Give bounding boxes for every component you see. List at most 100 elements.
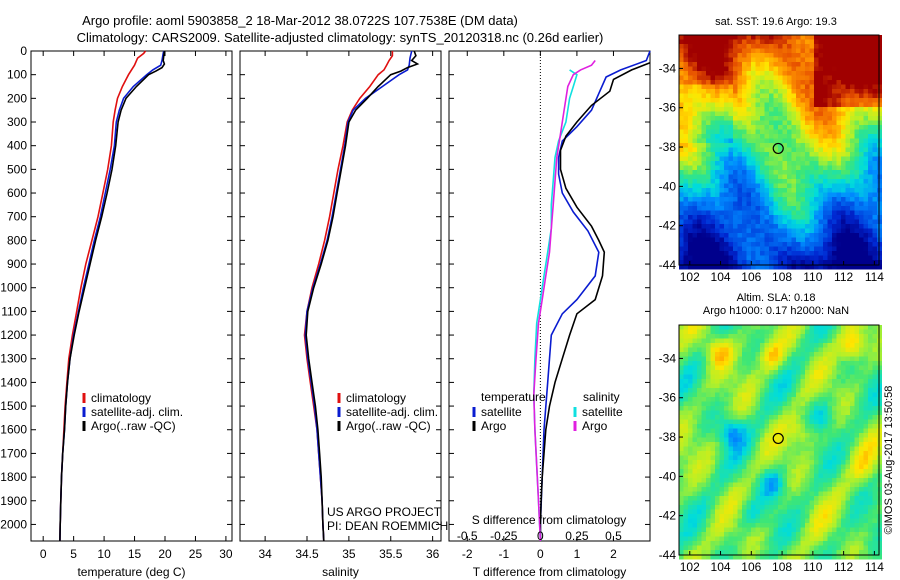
y-tick-label: 1200 [0, 328, 27, 342]
x-tick-label: 5 [70, 547, 77, 561]
x-tick-label: 1 [574, 547, 581, 561]
legend-label: satellite-adj. clim. [91, 405, 183, 419]
map-y-tick-label: -42 [659, 509, 677, 523]
x-axis-label: temperature (deg C) [77, 565, 185, 579]
sst-map-title: sat. SST: 19.6 Argo: 19.3 [715, 16, 837, 28]
x-tick-label: 30 [219, 547, 233, 561]
map-x-tick-label: 112 [834, 270, 853, 284]
legend-label: Argo(..raw -QC) [346, 419, 431, 433]
y-tick-label: 1000 [0, 281, 27, 295]
series-line-satellite [539, 50, 651, 541]
sla-map-title-line2: Argo h1000: 0.17 h2000: NaN [703, 305, 849, 317]
plot-frame [239, 50, 442, 542]
y-tick-label: 1800 [0, 470, 27, 484]
x-tick-label: 2 [610, 547, 617, 561]
s-diff-tick-label: 0 [537, 529, 544, 543]
s-diff-axis-label: S difference from climatology [472, 513, 627, 527]
y-tick-label: 900 [7, 257, 27, 271]
map-y-tick-label: -34 [659, 61, 677, 75]
map-x-tick-label: 106 [741, 560, 761, 574]
map-frame [678, 324, 880, 556]
temperature-panel: 0 5 10 15 20 25 30 temperature (deg C) 0 100 200 30… [0, 44, 233, 579]
legend-label: climatology [91, 391, 151, 405]
salinity-panel: 34 34.5 35 35.5 36 salinity climatologysatelli… [239, 50, 448, 579]
y-tick-label: 500 [7, 162, 27, 176]
y-tick-label: 2000 [0, 517, 27, 531]
legend-title-temperature: temperature [481, 390, 546, 404]
y-tick-label: 1600 [0, 423, 27, 437]
legend-label: climatology [346, 391, 406, 405]
x-tick-label: 15 [128, 547, 142, 561]
x-tick-label: 10 [97, 547, 111, 561]
series-line-argo-raw-qc- [59, 50, 166, 542]
legend-label: satellite-adj. clim. [346, 405, 438, 419]
map-y-tick-label: -44 [659, 548, 677, 562]
argo-position-marker [772, 142, 784, 155]
plot-frame [448, 50, 651, 542]
copyright-label: ©IMOS 03-Aug-2017 13:50:58 [883, 386, 895, 535]
map-x-tick-label: 104 [711, 270, 731, 284]
figure-title-line2: Climatology: CARS2009. Satellite-adjuste… [77, 30, 604, 45]
map-x-tick-label: 114 [865, 560, 884, 574]
map-x-tick-label: 112 [834, 560, 853, 574]
x-tick-label: 35.5 [379, 547, 403, 561]
y-tick-label: 300 [7, 115, 27, 129]
map-x-tick-label: 108 [772, 560, 792, 574]
x-tick-label: 0 [537, 547, 544, 561]
map-x-tick-label: 108 [772, 270, 792, 284]
y-tick-label: 1900 [0, 494, 27, 508]
y-tick-label: 0 [20, 44, 27, 58]
map-x-tick-label: 110 [803, 270, 822, 284]
x-tick-label: 0 [40, 547, 47, 561]
x-tick-label: 25 [189, 547, 203, 561]
map-raster [679, 325, 882, 560]
map-x-tick-label: 102 [680, 560, 700, 574]
legend-label: satellite [481, 405, 522, 419]
y-tick-label: 200 [7, 91, 27, 105]
sst-map-panel: 102 104 106 108 110 112 114 -34 -36 -38 -40 -42 -44 [659, 34, 884, 284]
y-tick-label: 400 [7, 139, 27, 153]
y-tick-label: 1300 [0, 352, 27, 366]
map-y-tick-label: -42 [659, 219, 677, 233]
map-x-tick-label: 104 [711, 560, 731, 574]
map-y-tick-label: -38 [659, 140, 677, 154]
map-y-tick-label: -40 [659, 179, 677, 193]
map-x-tick-label: 110 [803, 560, 822, 574]
legend-label: satellite [582, 405, 623, 419]
figure-title-line1: Argo profile: aoml 5903858_2 18-Mar-2012… [82, 13, 518, 28]
map-y-tick-label: -44 [659, 258, 677, 272]
x-tick-label: -1 [498, 547, 509, 561]
x-tick-label: 36 [426, 547, 440, 561]
map-x-tick-label: 114 [865, 270, 884, 284]
x-axis-label: T difference from climatology [473, 565, 627, 579]
legend-title-salinity: salinity [583, 390, 620, 404]
map-x-tick-label: 106 [741, 270, 761, 284]
map-y-tick-label: -34 [659, 351, 677, 365]
s-diff-tick-label: -0.5 [457, 529, 478, 543]
sla-map-panel: 102 104 106 108 110 112 114 -34 -36 -38 -40 -42 -44 [659, 324, 884, 574]
series-line-argo-salinity [532, 60, 596, 542]
x-tick-label: -2 [462, 547, 473, 561]
y-tick-label: 1700 [0, 446, 27, 460]
s-diff-tick-label: 0.25 [565, 529, 589, 543]
legend-label: Argo [481, 419, 507, 433]
x-axis-label: salinity [322, 565, 359, 579]
legend-label: Argo [582, 419, 608, 433]
y-tick-label: 600 [7, 186, 27, 200]
project-annotation: US ARGO PROJECT [327, 505, 442, 519]
map-frame [678, 34, 880, 266]
y-tick-label: 1400 [0, 375, 27, 389]
map-raster [679, 35, 882, 270]
sla-map-title-line1: Altim. SLA: 0.18 [737, 292, 816, 304]
series-line-argo [539, 62, 651, 541]
x-tick-label: 34 [258, 547, 272, 561]
y-tick-label: 1100 [1, 304, 27, 318]
series-line-argo-raw-qc- [305, 50, 420, 542]
plot-frame [30, 50, 233, 542]
s-diff-tick-label: -0.25 [490, 529, 518, 543]
map-x-tick-label: 102 [680, 270, 700, 284]
map-y-tick-label: -38 [659, 430, 677, 444]
y-tick-label: 700 [7, 210, 27, 224]
map-y-tick-label: -36 [659, 101, 677, 115]
